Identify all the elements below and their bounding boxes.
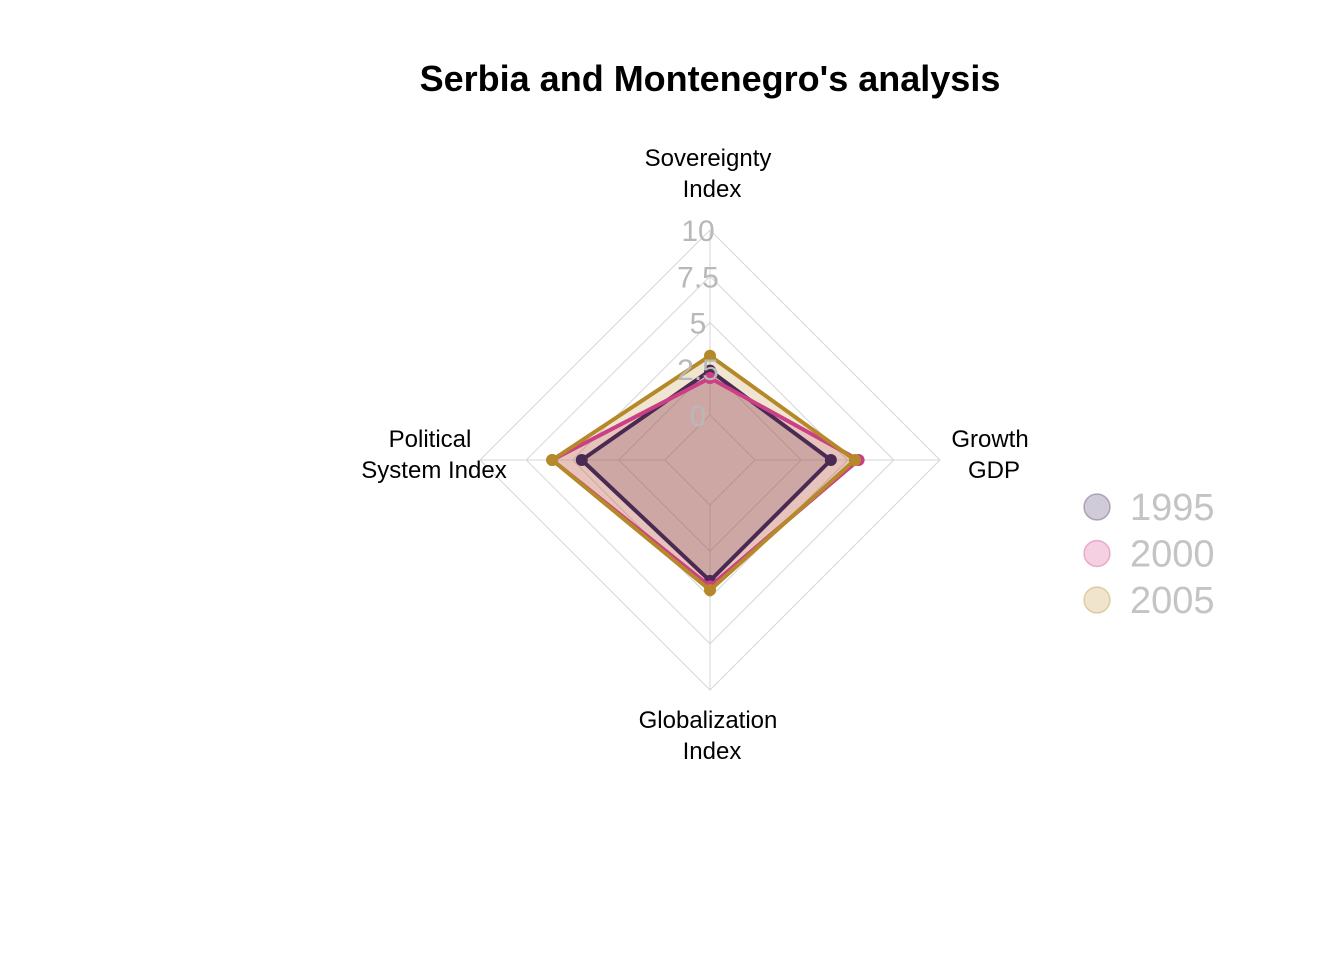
tick-label: 2.5 — [677, 354, 719, 387]
tick-label: 10 — [681, 215, 714, 248]
series-layer — [546, 349, 865, 597]
axis-label-line: Index — [683, 176, 742, 203]
axis-label-line: Index — [683, 738, 742, 765]
data-point-2005-growth — [848, 454, 861, 466]
data-point-2000-sovereignty — [704, 372, 716, 384]
grid — [479, 229, 941, 691]
tick-label: 7.5 — [677, 261, 719, 294]
data-point-2005-globalization — [704, 584, 716, 597]
axis-label-line: Sovereignty — [645, 145, 772, 172]
data-point-1995-growth — [824, 454, 837, 466]
axis-label-sovereignty: Sovereignty Index — [645, 145, 772, 203]
series-area-2000 — [552, 378, 859, 587]
legend-key-2000 — [1083, 539, 1111, 568]
legend-label-1995: 1995 — [1130, 487, 1215, 529]
axis-label-line: Political — [389, 426, 472, 453]
legend-key-1995 — [1083, 493, 1111, 521]
axis-label-political: Political System Index — [361, 426, 506, 484]
legend-label-2005: 2005 — [1130, 580, 1215, 622]
axis-label-line: Growth — [951, 426, 1028, 453]
axis-label-line: Globalization — [639, 707, 778, 734]
data-point-2005-political — [546, 454, 559, 466]
series-area-1995 — [581, 370, 831, 581]
axis-label-globalization: Globalization Index — [639, 707, 778, 765]
axis-labels: Sovereignty Index Growth GDP Globalization In… — [361, 145, 1028, 765]
axis-label-line: GDP — [968, 457, 1020, 484]
data-point-2005-sovereignty — [704, 349, 716, 362]
legend-key-2005 — [1083, 586, 1111, 614]
data-point-1995-political — [575, 454, 588, 466]
tick-labels: 0 2.5 5 7.5 10 — [677, 215, 719, 433]
tick-label: 5 — [690, 308, 707, 341]
tick-label: 0 — [690, 400, 707, 433]
chart-title: Serbia and Montenegro's analysis — [419, 58, 1001, 99]
axis-label-growth: Growth GDP — [951, 426, 1028, 484]
legend-label-2000: 2000 — [1130, 534, 1215, 576]
axis-label-line: System Index — [361, 457, 506, 484]
